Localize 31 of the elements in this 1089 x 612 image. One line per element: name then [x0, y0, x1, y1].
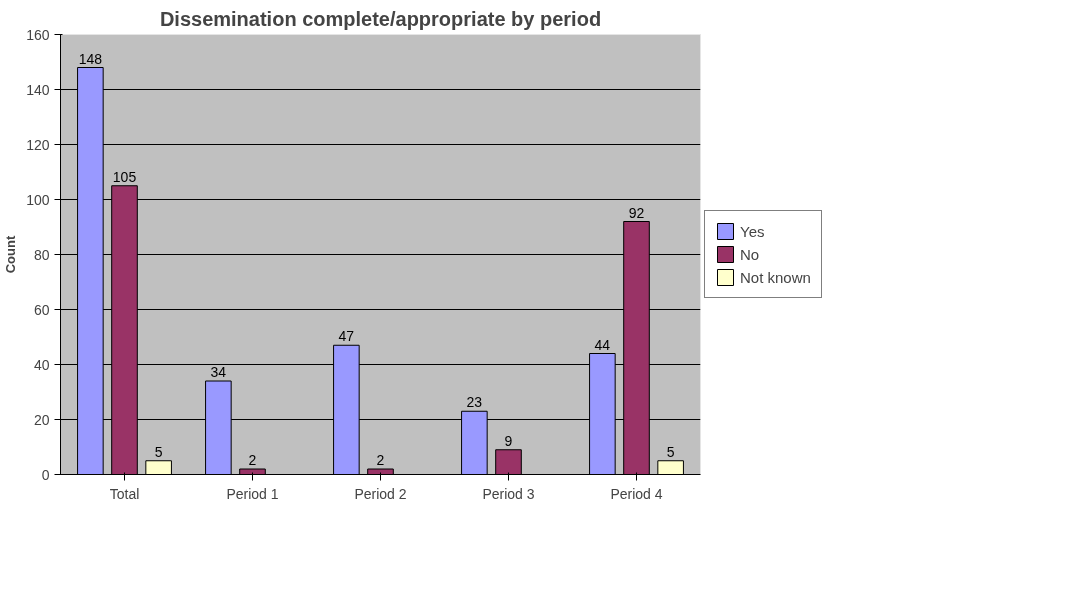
- data-label: 148: [78, 50, 103, 67]
- y-tick-label: 80: [33, 246, 50, 263]
- y-axis-title: Count: [3, 235, 19, 274]
- data-label: 5: [666, 443, 675, 460]
- x-tick-label: Period 1: [226, 485, 279, 502]
- y-tick-label: 20: [33, 411, 50, 428]
- data-label: 44: [594, 336, 611, 353]
- legend-label: No: [740, 245, 760, 263]
- y-tick-label: 40: [33, 356, 50, 373]
- y-tick-label: 60: [33, 301, 50, 318]
- data-label: 23: [466, 394, 483, 411]
- y-tick-label: 140: [26, 81, 50, 98]
- data-label: 2: [376, 452, 385, 468]
- data-label: 34: [210, 364, 227, 380]
- x-tick-label: Period 4: [610, 485, 663, 502]
- y-tick-label: 0: [41, 466, 50, 483]
- x-tick-label: Period 2: [354, 485, 407, 502]
- legend-label: Yes: [740, 222, 765, 240]
- data-label: 2: [248, 452, 257, 468]
- data-label: 92: [628, 204, 645, 221]
- y-tick-label: 120: [26, 136, 50, 153]
- y-tick-label: 100: [26, 191, 50, 208]
- data-label: 47: [338, 328, 355, 345]
- data-label: 5: [154, 443, 163, 460]
- y-tick-label: 160: [26, 26, 50, 43]
- data-label: 105: [112, 168, 137, 185]
- chart-title: Dissemination complete/appropriate by period: [159, 7, 602, 30]
- data-label: 9: [504, 432, 513, 449]
- legend-label: Not known: [740, 268, 811, 286]
- x-tick-label: Period 3: [482, 485, 535, 502]
- x-tick-label: Total: [109, 485, 140, 502]
